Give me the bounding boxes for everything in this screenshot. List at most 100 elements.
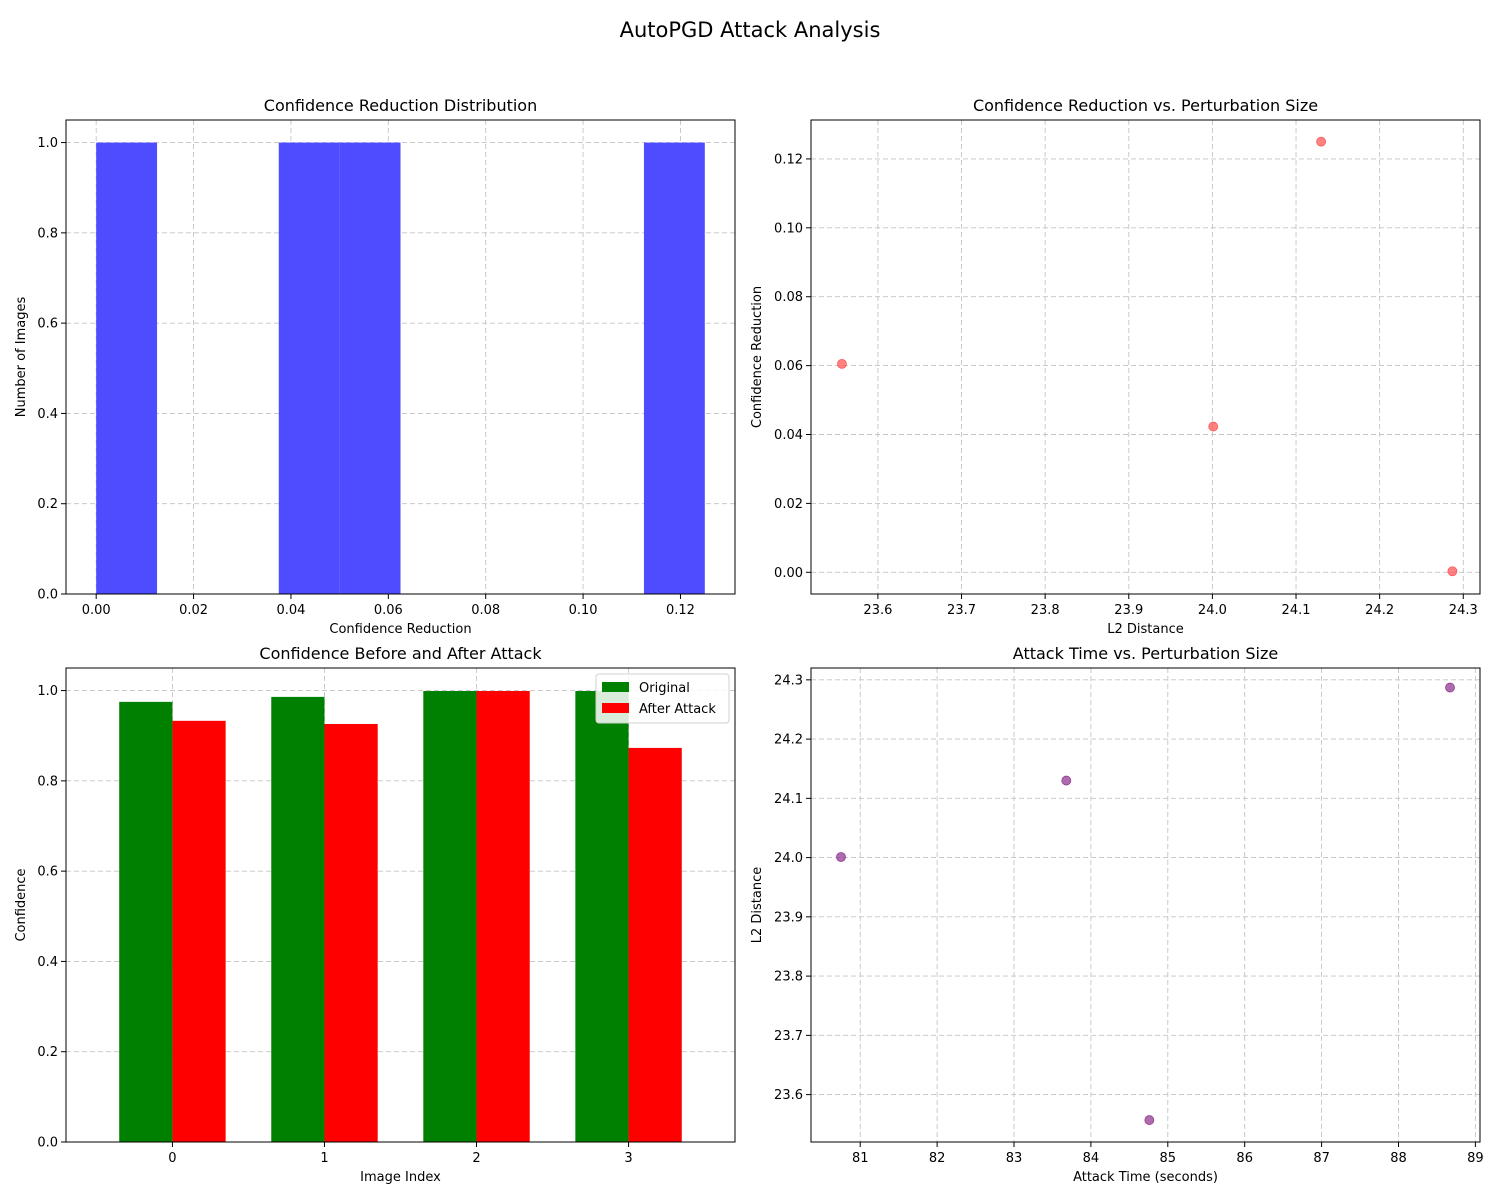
y-axis-label: Confidence Reduction [750, 286, 765, 428]
scatter-point [1447, 566, 1458, 577]
y-tick-label: 23.7 [774, 1029, 803, 1044]
x-tick-label: 87 [1313, 1151, 1330, 1166]
y-tick-label: 0.6 [37, 317, 58, 332]
x-tick-label: 89 [1467, 1151, 1484, 1166]
x-tick-label: 83 [1006, 1151, 1023, 1166]
y-tick-label: 0.4 [37, 407, 58, 422]
bar-after-attack [324, 723, 378, 1142]
x-tick-label: 23.7 [947, 603, 976, 618]
y-tick-label: 0.06 [774, 359, 803, 374]
y-tick-label: 1.0 [37, 684, 58, 699]
x-axis-label: Confidence Reduction [329, 622, 471, 637]
y-axis-label: Number of Images [14, 297, 29, 418]
y-tick-label: 0.10 [774, 221, 803, 236]
legend-box [595, 673, 730, 724]
scatter-point [1316, 136, 1327, 147]
x-tick-label: 1 [320, 1151, 328, 1166]
y-axis-label: L2 Distance [750, 867, 765, 944]
x-tick-label: 81 [852, 1151, 869, 1166]
x-tick-label: 3 [624, 1151, 632, 1166]
chart-4: 81 82 83 84 85 86 87 88 89 23.6 23.7 23.8 23.9 24.0 24… [750, 644, 1484, 1185]
scatter-point [1061, 775, 1072, 786]
x-tick-label: 0.12 [666, 603, 695, 618]
chart-title: Confidence Reduction Distribution [264, 96, 537, 115]
legend-label: Original [639, 681, 690, 696]
y-tick-label: 23.6 [774, 1088, 803, 1103]
bar-after-attack [476, 691, 530, 1142]
x-tick-label: 0 [168, 1151, 176, 1166]
x-axis-label: Image Index [360, 1170, 441, 1185]
chart-title: Attack Time vs. Perturbation Size [1013, 644, 1278, 663]
x-tick-label: 85 [1160, 1151, 1177, 1166]
y-tick-label: 0.0 [37, 588, 58, 603]
histogram-bar [96, 142, 158, 595]
x-tick-label: 24.2 [1365, 603, 1394, 618]
x-axis-label: Attack Time (seconds) [1073, 1170, 1218, 1185]
y-tick-label: 0.4 [37, 955, 58, 970]
scatter-point [837, 358, 847, 369]
x-tick-label: 82 [929, 1151, 946, 1166]
x-tick-label: 0.04 [276, 603, 305, 618]
scatter-point [1144, 1115, 1155, 1125]
chart-1: 0.00 0.02 0.04 0.06 0.08 0.10 0.12 0.0 0.2 0.4 0.6… [14, 96, 736, 637]
bar-original [575, 691, 629, 1142]
y-tick-label: 0.0 [37, 1136, 58, 1151]
bar-original [423, 691, 477, 1142]
chart-title: Confidence Reduction vs. Perturbation Si… [973, 96, 1318, 115]
chart-3: 0 1 2 3 0.0 0.2 0.4 0.6 0.8 1.0 Confidence Before … [14, 644, 736, 1185]
x-tick-label: 84 [1083, 1151, 1100, 1166]
y-tick-label: 0.2 [37, 1045, 58, 1060]
scatter-point [836, 852, 846, 862]
y-tick-label: 23.8 [774, 970, 803, 985]
bar-after-attack [628, 747, 682, 1142]
axes-frame [810, 667, 1481, 1143]
x-tick-label: 24.1 [1282, 603, 1311, 618]
legend: Original After Attack [595, 673, 730, 724]
x-tick-label: 23.8 [1031, 603, 1060, 618]
y-tick-label: 24.0 [774, 851, 803, 866]
x-tick-label: 23.6 [863, 603, 892, 618]
axes-frame [810, 119, 1481, 595]
histogram-bar [278, 142, 340, 595]
y-tick-label: 0.6 [37, 865, 58, 880]
y-tick-label: 0.2 [37, 497, 58, 512]
legend-swatch [602, 703, 629, 713]
bar-original [271, 696, 325, 1142]
x-tick-label: 0.06 [374, 603, 403, 618]
y-tick-label: 0.8 [37, 226, 58, 241]
bar-after-attack [172, 720, 226, 1142]
histogram-bar [339, 142, 401, 595]
y-tick-label: 0.08 [774, 290, 803, 305]
x-tick-label: 0.10 [569, 603, 598, 618]
figure-title: AutoPGD Attack Analysis [619, 18, 881, 42]
scatter-point [1208, 421, 1219, 432]
y-tick-label: 0.00 [774, 566, 803, 581]
y-tick-label: 0.04 [774, 428, 803, 443]
x-tick-label: 88 [1390, 1151, 1407, 1166]
x-tick-label: 24.3 [1449, 603, 1478, 618]
x-tick-label: 2 [472, 1151, 480, 1166]
y-axis-label: Confidence [14, 868, 29, 941]
x-tick-label: 24.0 [1198, 603, 1227, 618]
axes-frame [65, 667, 736, 1143]
x-tick-label: 0.08 [471, 603, 500, 618]
legend-swatch [602, 682, 629, 692]
scatter-point [1445, 682, 1455, 693]
chart-2: 23.6 23.7 23.8 23.9 24.0 24.1 24.2 24.3 0.00 0.02… [750, 96, 1481, 637]
x-axis-label: L2 Distance [1107, 622, 1184, 637]
y-tick-label: 0.8 [37, 774, 58, 789]
x-tick-label: 0.02 [179, 603, 208, 618]
y-tick-label: 24.2 [774, 733, 803, 748]
legend-label: After Attack [639, 702, 716, 717]
x-tick-label: 23.9 [1114, 603, 1143, 618]
y-tick-label: 23.9 [774, 910, 803, 925]
chart-title: Confidence Before and After Attack [259, 644, 542, 663]
axes-frame [65, 119, 736, 595]
histogram-bar [643, 142, 705, 595]
y-tick-label: 24.1 [774, 792, 803, 807]
bar-original [119, 701, 173, 1142]
x-tick-label: 0.00 [82, 603, 111, 618]
x-tick-label: 86 [1236, 1151, 1253, 1166]
y-tick-label: 0.02 [774, 497, 803, 512]
